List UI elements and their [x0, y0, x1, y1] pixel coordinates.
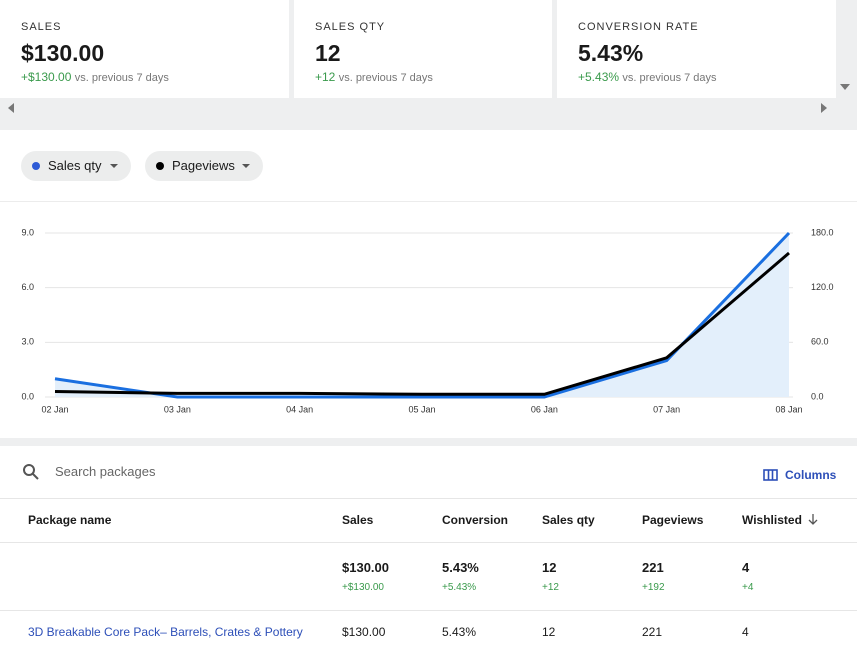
- total-change: +5.43%: [442, 582, 477, 593]
- divider: [0, 542, 857, 543]
- total-change: +$130.00: [342, 582, 384, 593]
- scroll-left[interactable]: [4, 101, 16, 115]
- change: +$130.00: [21, 70, 72, 84]
- column-header[interactable]: Sales: [342, 513, 374, 527]
- sales-card: SALES $130.00 +$130.00 vs. previous 7 da…: [0, 0, 289, 98]
- card-value: 12: [315, 40, 341, 66]
- total-value: $130.00: [342, 560, 389, 575]
- card-value: 5.43%: [578, 40, 644, 66]
- cell: 221: [642, 625, 663, 639]
- total-value: 12: [542, 560, 557, 575]
- chip-caret: [242, 164, 250, 168]
- series-chip[interactable]: Pageviews: [145, 151, 263, 181]
- qty-card: SALES QTY 12 +12 vs. previous 7 days: [294, 0, 552, 98]
- sort-icon: [808, 514, 818, 525]
- card-note: vs. previous 7 days: [338, 72, 433, 84]
- card-label: SALES: [21, 21, 62, 33]
- cell: 4: [742, 625, 749, 639]
- chip-dot: [156, 162, 164, 170]
- card-change: +5.43% vs. previous 7 days: [578, 70, 717, 84]
- y2-tick-label: 0.0: [811, 391, 824, 401]
- total-change: +4: [742, 582, 754, 593]
- series-line: [54, 231, 791, 399]
- x-tick-label: 08 Jan: [775, 404, 802, 414]
- table-panel: [0, 446, 857, 658]
- chip-label: Pageviews: [172, 158, 235, 173]
- column-header[interactable]: Conversion: [442, 513, 509, 527]
- column-header[interactable]: Wishlisted: [742, 513, 802, 527]
- card-change: +$130.00 vs. previous 7 days: [21, 70, 169, 84]
- chart: 0.0 3.0 6.0 9.0 0.0 60.0 120.0 180.0 02 Jan 03 Ja…: [21, 227, 834, 414]
- columns-button[interactable]: Columns: [785, 468, 837, 482]
- card-value: $130.00: [21, 40, 105, 66]
- x-tick-label: 07 Jan: [653, 404, 680, 414]
- change: +5.43%: [578, 70, 620, 84]
- cell: 12: [542, 625, 556, 639]
- y-tick-label: 9.0: [21, 227, 34, 237]
- total-value: 221: [642, 560, 664, 575]
- columns-icon: [763, 469, 778, 481]
- search-input[interactable]: Search packages: [55, 464, 156, 479]
- card-note: vs. previous 7 days: [74, 72, 169, 84]
- y-tick-label: 6.0: [21, 282, 34, 292]
- cell: $130.00: [342, 625, 386, 639]
- series-line: [54, 251, 790, 396]
- total-change: +12: [542, 582, 559, 593]
- conversion-card: CONVERSION RATE 5.43% +5.43% vs. previou…: [557, 0, 836, 98]
- search-icon: [23, 464, 39, 480]
- x-tick-label: 05 Jan: [408, 404, 435, 414]
- card-change: +12 vs. previous 7 days: [315, 70, 433, 84]
- y2-tick-label: 180.0: [811, 227, 834, 237]
- x-tick-label: 04 Jan: [286, 404, 313, 414]
- scroll-down[interactable]: [838, 80, 852, 92]
- column-header[interactable]: Sales qty: [542, 513, 595, 527]
- divider: [0, 610, 857, 611]
- chip-caret: [110, 164, 118, 168]
- total-value: 5.43%: [442, 560, 479, 575]
- scroll-right[interactable]: [819, 101, 831, 115]
- cell: 5.43%: [442, 625, 477, 639]
- x-tick-label: 02 Jan: [41, 404, 68, 414]
- chip-label: Sales qty: [48, 158, 102, 173]
- divider: [0, 201, 857, 202]
- divider: [0, 498, 857, 499]
- column-header[interactable]: Pageviews: [642, 513, 704, 527]
- card-note: vs. previous 7 days: [622, 72, 717, 84]
- chip-dot: [32, 162, 40, 170]
- total-value: 4: [742, 560, 750, 575]
- card-label: CONVERSION RATE: [578, 21, 699, 33]
- area: [55, 233, 789, 397]
- column-header[interactable]: Package name: [28, 513, 112, 527]
- total-change: +192: [642, 582, 665, 593]
- series-chip[interactable]: Sales qty: [21, 151, 131, 181]
- y2-tick-label: 120.0: [811, 282, 834, 292]
- card-label: SALES QTY: [315, 21, 386, 33]
- package-link[interactable]: 3D Breakable Core Pack– Barrels, Crates …: [28, 625, 303, 639]
- x-tick-label: 06 Jan: [531, 404, 558, 414]
- change: +12: [315, 70, 336, 84]
- y2-tick-label: 60.0: [811, 337, 829, 347]
- x-tick-label: 03 Jan: [164, 404, 191, 414]
- y-tick-label: 0.0: [21, 391, 34, 401]
- y-tick-label: 3.0: [21, 337, 34, 347]
